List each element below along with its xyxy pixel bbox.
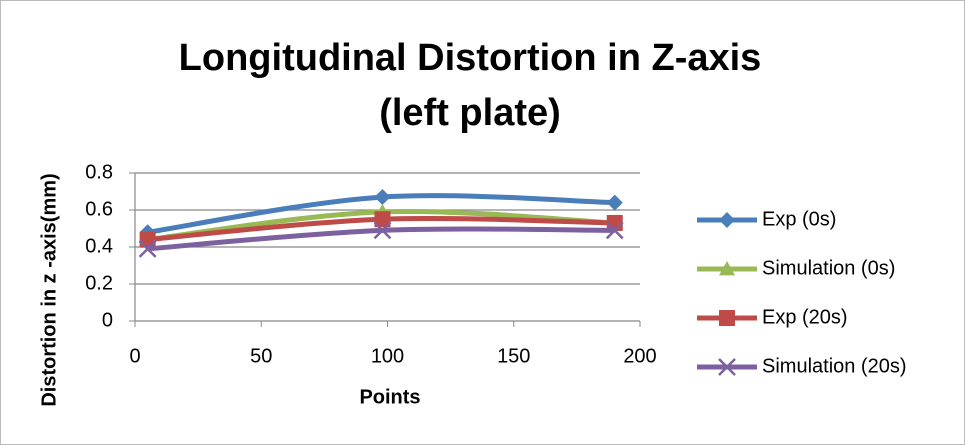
marker [373,221,392,240]
legend-label: Simulation (20s) [762,355,907,377]
y-tick-label: 0.4 [85,235,113,257]
y-tick-label: 0.6 [85,198,113,220]
y-tick-label: 0 [102,309,113,331]
marker [374,211,391,228]
marker [719,261,735,276]
marker [606,194,623,211]
marker [605,221,624,240]
x-tick-label: 150 [497,345,530,367]
x-axis-title: Points [359,386,420,408]
y-axis-title: Distortion in z -axis(mm) [38,173,60,406]
chart-title: Longitudinal Distortion in Z-axis [179,37,762,79]
legend-label: Exp (20s) [762,306,848,328]
marker [718,358,736,376]
marker [138,239,157,258]
x-tick-label: 0 [129,345,140,367]
marker [719,310,735,326]
marker [374,189,391,206]
marker [719,212,735,228]
x-tick-label: 50 [250,345,272,367]
chart-title: (left plate) [379,92,561,134]
y-tick-label: 0.2 [85,272,113,294]
legend-label: Simulation (0s) [762,257,895,279]
x-tick-label: 100 [371,345,404,367]
y-tick-label: 0.8 [85,161,113,183]
x-tick-label: 200 [623,345,656,367]
legend-label: Exp (0s) [762,208,836,230]
marker [139,231,156,248]
